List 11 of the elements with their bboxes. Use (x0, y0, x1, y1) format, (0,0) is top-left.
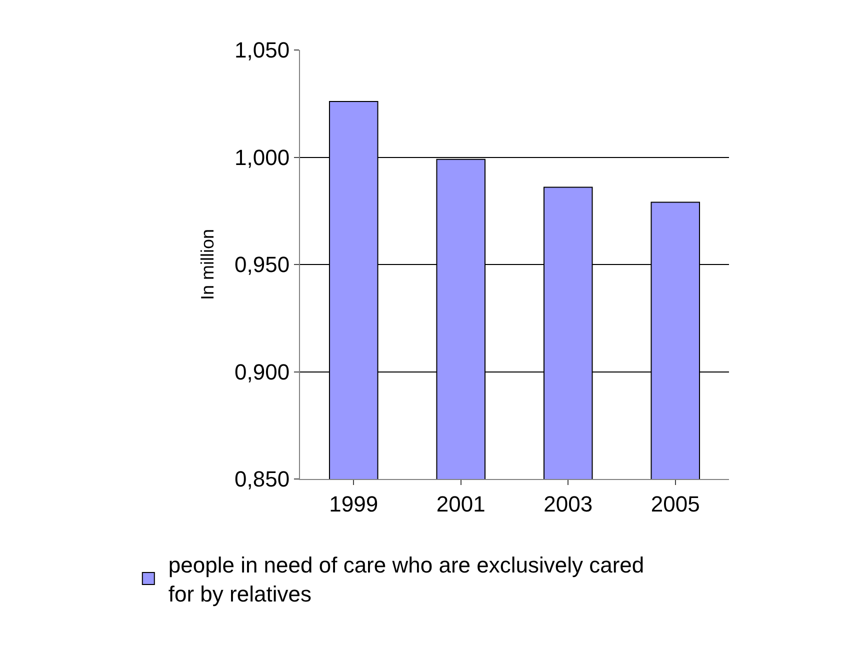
y-tick-label: 0,850 (234, 466, 290, 492)
x-tick-label: 2001 (436, 491, 486, 516)
y-tick-label: 1,050 (234, 38, 290, 63)
y-tick-label: 1,000 (234, 144, 290, 170)
legend-label: people in need of care who are exclusively cared for by relatives (168, 552, 644, 606)
x-tick-label: 2005 (650, 491, 700, 516)
y-tick-label: 0,900 (234, 359, 290, 384)
x-tick-label: 1999 (329, 491, 378, 516)
x-tick-label: 2003 (544, 491, 593, 516)
y-tick-label: 0,950 (234, 252, 290, 278)
y-axis-title: In million (198, 228, 218, 300)
